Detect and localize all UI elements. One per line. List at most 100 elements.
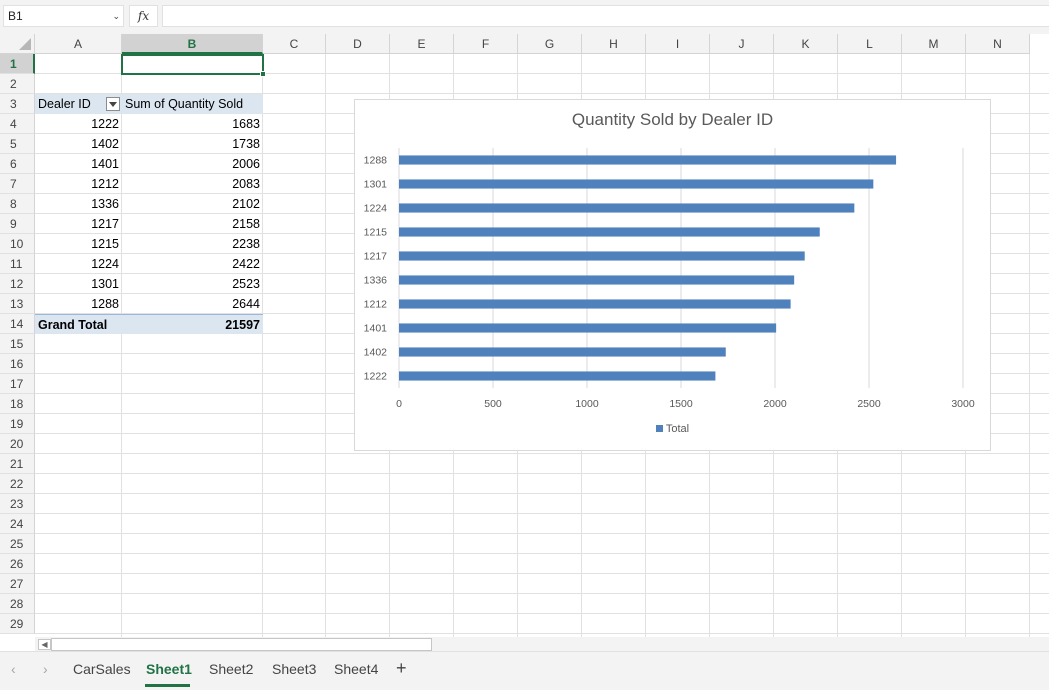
pivot-dealer-id-cell[interactable]: 1288 — [91, 297, 119, 311]
pivot-dealer-id-cell[interactable]: 1224 — [91, 257, 119, 271]
next-sheet-icon[interactable]: › — [43, 661, 48, 677]
pivot-filter-button[interactable] — [106, 97, 120, 111]
grid-line — [35, 453, 1049, 454]
column-header-g[interactable]: G — [518, 34, 582, 54]
row-header-15[interactable]: 15 — [0, 334, 35, 354]
row-header-6[interactable]: 6 — [0, 154, 35, 174]
tab-sheet1[interactable]: Sheet1 — [146, 661, 192, 677]
row-header-10[interactable]: 10 — [0, 234, 35, 254]
pivot-dealer-id-cell[interactable]: 1222 — [91, 117, 119, 131]
bar-chart[interactable]: 0 500 1000 1500 2000 2500 3000 1222 1402 1401 1212… — [354, 99, 991, 451]
column-header-b[interactable]: B — [122, 34, 263, 54]
column-header-h[interactable]: H — [582, 34, 646, 54]
y-category-label: 1301 — [364, 179, 388, 191]
pivot-quantity-cell[interactable]: 1738 — [232, 137, 260, 151]
row-header-2[interactable]: 2 — [0, 74, 35, 94]
pivot-quantity-cell[interactable]: 2644 — [232, 297, 260, 311]
row-header-23[interactable]: 23 — [0, 494, 35, 514]
pivot-dealer-id-cell[interactable]: 1301 — [91, 277, 119, 291]
column-header-n[interactable]: N — [966, 34, 1030, 54]
formula-input[interactable] — [162, 5, 1049, 27]
row-header-22[interactable]: 22 — [0, 474, 35, 494]
pivot-grand-total-value[interactable]: 21597 — [122, 314, 263, 334]
column-header-d[interactable]: D — [326, 34, 390, 54]
scrollbar-thumb[interactable] — [51, 638, 432, 651]
fill-handle[interactable] — [260, 71, 266, 77]
row-header-7[interactable]: 7 — [0, 174, 35, 194]
active-cell-b1[interactable] — [121, 54, 264, 75]
tab-carsales[interactable]: CarSales — [73, 661, 131, 677]
pivot-dealer-id-cell[interactable]: 1402 — [91, 137, 119, 151]
tab-sheet3[interactable]: Sheet3 — [272, 661, 317, 677]
column-header-e[interactable]: E — [390, 34, 454, 54]
y-category-label: 1402 — [364, 347, 388, 359]
row-header-14[interactable]: 14 — [0, 314, 35, 334]
column-header-j[interactable]: J — [710, 34, 774, 54]
row-header-16[interactable]: 16 — [0, 354, 35, 374]
row-header-4[interactable]: 4 — [0, 114, 35, 134]
pivot-quantity-cell[interactable]: 2523 — [232, 277, 260, 291]
column-header-a[interactable]: A — [35, 34, 122, 54]
column-header-i[interactable]: I — [646, 34, 710, 54]
y-category-label: 1212 — [364, 299, 388, 311]
chevron-down-icon[interactable]: ⌄ — [112, 11, 120, 21]
pivot-quantity-cell[interactable]: 2422 — [232, 257, 260, 271]
insert-function-button[interactable]: fx — [129, 5, 158, 27]
row-header-8[interactable]: 8 — [0, 194, 35, 214]
column-header-l[interactable]: L — [838, 34, 902, 54]
pivot-dealer-id-cell[interactable]: 1401 — [91, 157, 119, 171]
column-header-f[interactable]: F — [454, 34, 518, 54]
row-header-18[interactable]: 18 — [0, 394, 35, 414]
row-header-12[interactable]: 12 — [0, 274, 35, 294]
row-header-24[interactable]: 24 — [0, 514, 35, 534]
active-tab-indicator — [145, 684, 190, 687]
bar-1402 — [399, 347, 726, 357]
pivot-quantity-cell[interactable]: 2006 — [232, 157, 260, 171]
row-header-28[interactable]: 28 — [0, 594, 35, 614]
select-all-icon — [19, 38, 31, 50]
pivot-quantity-cell[interactable]: 2083 — [232, 177, 260, 191]
prev-sheet-icon[interactable]: ‹ — [11, 661, 16, 677]
row-header-25[interactable]: 25 — [0, 534, 35, 554]
pivot-header-sum-quantity[interactable]: Sum of Quantity Sold — [122, 94, 263, 114]
row-header-13[interactable]: 13 — [0, 294, 35, 314]
row-header-21[interactable]: 21 — [0, 454, 35, 474]
pivot-dealer-id-cell[interactable]: 1215 — [91, 237, 119, 251]
add-sheet-button[interactable]: + — [396, 658, 407, 678]
pivot-quantity-cell[interactable]: 2102 — [232, 197, 260, 211]
pivot-dealer-id-cell[interactable]: 1212 — [91, 177, 119, 191]
column-header-k[interactable]: K — [774, 34, 838, 54]
row-header-29[interactable]: 29 — [0, 614, 35, 634]
grid-line — [35, 613, 1049, 614]
scroll-left-icon[interactable]: ◀ — [38, 639, 51, 650]
tab-sheet4[interactable]: Sheet4 — [334, 661, 379, 677]
pivot-quantity-cell[interactable]: 2158 — [232, 217, 260, 231]
row-header-26[interactable]: 26 — [0, 554, 35, 574]
pivot-quantity-cell[interactable]: 2238 — [232, 237, 260, 251]
row-header-20[interactable]: 20 — [0, 434, 35, 454]
pivot-header-dealer-id[interactable]: Dealer ID — [35, 94, 122, 114]
y-category-label: 1215 — [364, 227, 388, 239]
pivot-quantity-cell[interactable]: 1683 — [232, 117, 260, 131]
row-header-5[interactable]: 5 — [0, 134, 35, 154]
row-header-17[interactable]: 17 — [0, 374, 35, 394]
select-all-button[interactable] — [0, 34, 35, 54]
column-header-m[interactable]: M — [902, 34, 966, 54]
y-category-label: 1401 — [364, 323, 388, 335]
bar-1336 — [399, 275, 795, 285]
row-header-19[interactable]: 19 — [0, 414, 35, 434]
pivot-dealer-id-cell[interactable]: 1217 — [91, 217, 119, 231]
row-header-1[interactable]: 1 — [0, 54, 35, 74]
row-header-11[interactable]: 11 — [0, 254, 35, 274]
tab-sheet2[interactable]: Sheet2 — [209, 661, 254, 677]
column-header-c[interactable]: C — [263, 34, 326, 54]
row-header-27[interactable]: 27 — [0, 574, 35, 594]
row-header-9[interactable]: 9 — [0, 214, 35, 234]
row-header-3[interactable]: 3 — [0, 94, 35, 114]
name-box-value: B1 — [8, 9, 23, 23]
name-box[interactable]: B1 ⌄ — [3, 5, 124, 27]
pivot-grand-total-label[interactable]: Grand Total — [35, 314, 122, 334]
pivot-dealer-id-cell[interactable]: 1336 — [91, 197, 119, 211]
horizontal-scrollbar[interactable]: ◀ — [35, 637, 1049, 651]
grid-line — [35, 553, 1049, 554]
